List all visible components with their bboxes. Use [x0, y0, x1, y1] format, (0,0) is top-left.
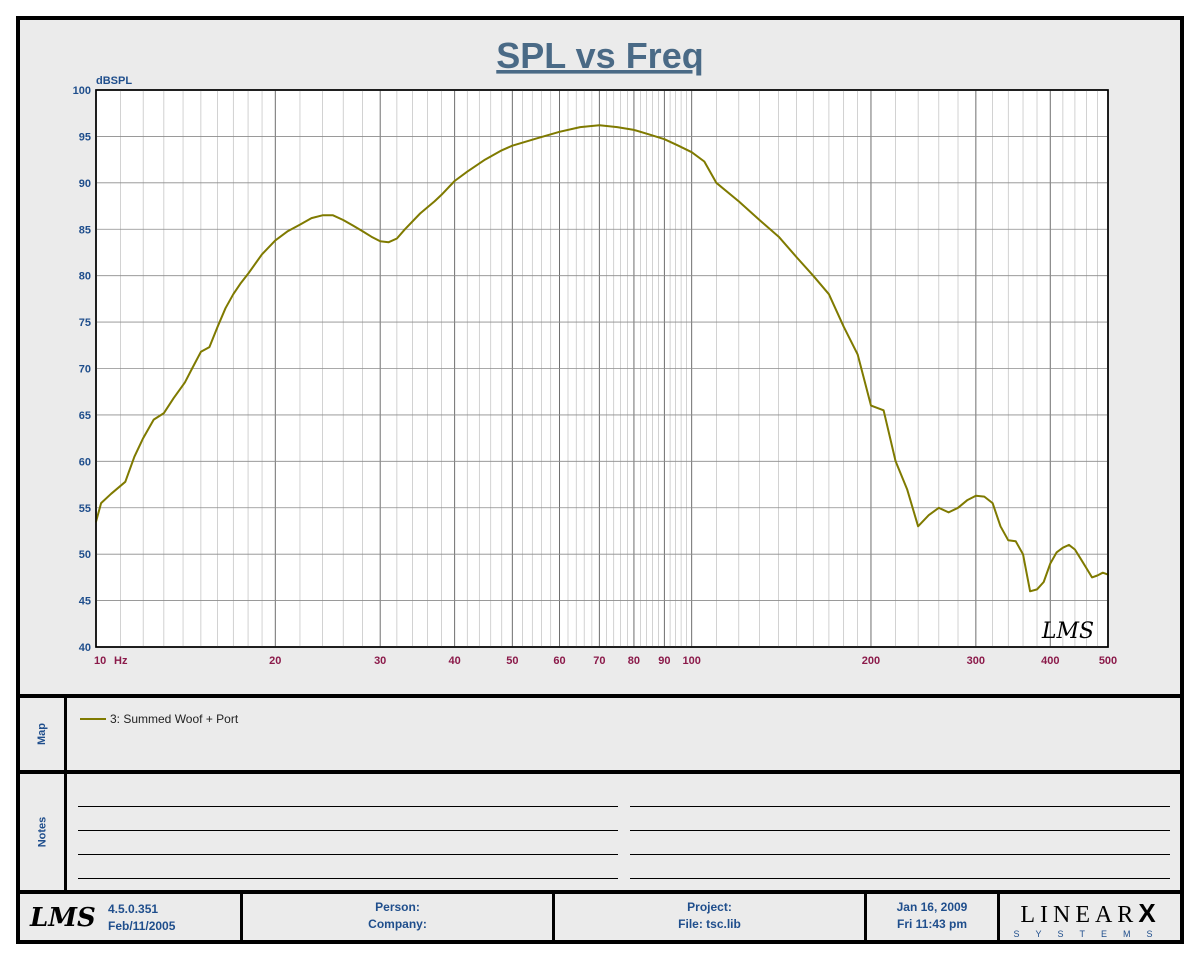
brand-name: LINEAR: [1020, 902, 1139, 928]
legend-label: 3: Summed Woof + Port: [110, 712, 239, 726]
notes-divider: [64, 774, 67, 890]
footer-person-cell: Person: Company:: [243, 894, 552, 938]
y-tick-label: 85: [79, 224, 91, 236]
report-time: Fri 11:43 pm: [896, 917, 968, 931]
notes-label: Notes: [36, 816, 48, 848]
note-line: [630, 806, 1170, 807]
x-tick-label: 100: [682, 655, 700, 667]
note-line: [78, 830, 618, 831]
map-divider: [64, 698, 67, 770]
note-line: [630, 830, 1170, 831]
series-layer: [95, 124, 1109, 593]
notes-panel: Notes: [20, 774, 1180, 890]
x-tick-label: 60: [553, 655, 565, 667]
footer: LMS 4.5.0.351 Feb/11/2005 Person: Compan…: [20, 894, 1180, 940]
x-axis-unit: Hz: [114, 655, 128, 667]
map-panel: Map 3: Summed Woof + Port: [20, 698, 1180, 770]
legend-item: 3: Summed Woof + Port: [80, 712, 238, 726]
x-tick-label: 50: [506, 655, 518, 667]
version-number: 4.5.0.351: [108, 902, 159, 916]
chart-title: SPL vs Freq: [496, 35, 703, 76]
y-axis-label: dBSPL: [96, 75, 132, 87]
x-tick-label: 10: [94, 655, 106, 667]
separator-map-notes: [20, 770, 1180, 774]
y-tick-label: 100: [73, 85, 91, 97]
lms-watermark: LMS: [1041, 619, 1094, 644]
x-tick-label: 70: [593, 655, 605, 667]
separator-plot-map: [20, 694, 1180, 698]
y-tick-labels: 100 95 90 85 80 75 70 65 60 55 50 45 40: [73, 85, 91, 654]
linearx-logo: LINEARX SYSTEMS: [1002, 898, 1174, 939]
x-tick-label: 80: [628, 655, 640, 667]
footer-project-cell: Project: File: tsc.lib: [555, 894, 864, 938]
x-tick-label: 30: [374, 655, 386, 667]
footer-divider: [552, 894, 555, 940]
x-tick-label: 400: [1041, 655, 1059, 667]
plot-border: [95, 89, 1109, 648]
y-tick-label: 65: [79, 410, 91, 422]
y-tick-label: 95: [79, 131, 91, 143]
y-tick-label: 75: [79, 317, 91, 329]
x-tick-labels: 10 20 30 40 50 60 70 80 90 100 200 300 400 500: [94, 655, 1117, 667]
x-tick-label: 300: [967, 655, 985, 667]
note-line: [78, 854, 618, 855]
project-label: Project:: [687, 900, 732, 914]
lms-logo-icon: LMS: [29, 903, 96, 933]
y-tick-label: 70: [79, 364, 91, 376]
y-tick-label: 80: [79, 271, 91, 283]
footer-date-cell: Jan 16, 2009 Fri 11:43 pm: [867, 894, 997, 938]
footer-divider: [864, 894, 867, 940]
footer-divider: [240, 894, 243, 940]
legend-swatch: [80, 718, 106, 720]
y-tick-label: 40: [79, 642, 91, 654]
company-label: Company:: [368, 917, 427, 931]
person-label: Person:: [375, 900, 420, 914]
plot-panel: SPL vs Freq dBSPL Hz 100 95 90 85 80 75 70 65 60…: [20, 20, 1180, 694]
x-tick-label: 20: [269, 655, 281, 667]
y-tick-label: 60: [79, 456, 91, 468]
svg-text:LMS: LMS: [29, 903, 96, 933]
y-tick-label: 50: [79, 549, 91, 561]
note-line: [630, 854, 1170, 855]
x-tick-label: 90: [658, 655, 670, 667]
y-tick-label: 55: [79, 503, 91, 515]
footer-divider: [997, 894, 1000, 940]
x-tick-label: 500: [1099, 655, 1117, 667]
horizontal-grid: [96, 89, 1108, 648]
report-date: Jan 16, 2009: [896, 900, 968, 914]
y-tick-label: 45: [79, 596, 91, 608]
note-line: [630, 878, 1170, 879]
brand-x-icon: X: [1138, 898, 1156, 928]
note-line: [78, 878, 618, 879]
version-date: Feb/11/2005: [108, 919, 176, 933]
series-line-summed-woof-port: [95, 124, 1109, 593]
report-frame: SPL vs Freq dBSPL Hz 100 95 90 85 80 75 70 65 60…: [16, 16, 1184, 944]
file-label: File: tsc.lib: [678, 917, 741, 931]
spl-chart: SPL vs Freq dBSPL Hz 100 95 90 85 80 75 70 65 60…: [73, 35, 1118, 667]
separator-notes-footer: [20, 890, 1180, 894]
x-tick-label: 40: [448, 655, 460, 667]
x-tick-label: 200: [862, 655, 880, 667]
map-label: Map: [36, 723, 48, 745]
note-line: [78, 806, 618, 807]
footer-version-cell: LMS 4.5.0.351 Feb/11/2005: [20, 894, 240, 938]
brand-subtitle: SYSTEMS: [1013, 929, 1169, 939]
y-tick-label: 90: [79, 178, 91, 190]
